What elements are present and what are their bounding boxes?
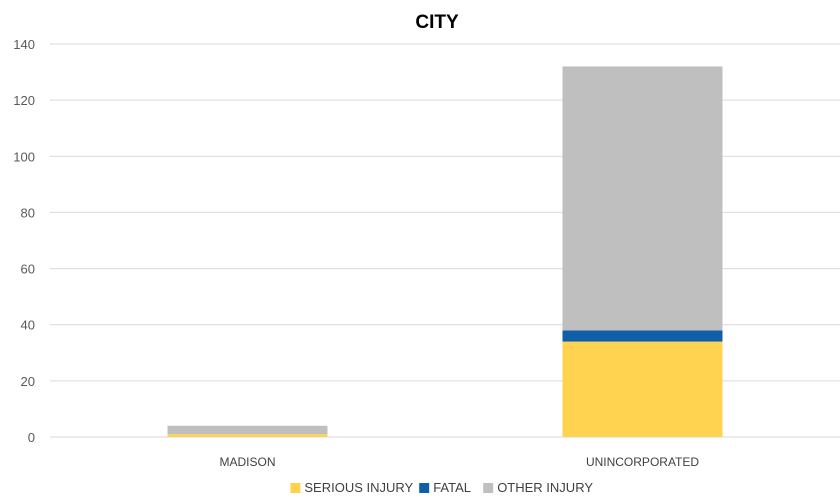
y-tick-label: 60	[21, 262, 35, 277]
bars	[167, 66, 723, 437]
y-tick-label: 0	[28, 430, 35, 445]
legend-label: SERIOUS INJURY	[304, 480, 413, 495]
bar-madison-serious-injury	[167, 434, 328, 437]
legend-swatch	[483, 483, 494, 493]
chart-title: CITY	[415, 12, 459, 33]
bar-unincorporated-fatal	[562, 330, 723, 342]
bar-unincorporated-serious-injury	[562, 341, 723, 437]
y-tick-label: 80	[21, 205, 35, 220]
x-category-label: UNINCORPORATED	[586, 455, 699, 469]
y-tick-label: 20	[21, 374, 35, 389]
bar-unincorporated-other-injury	[562, 66, 723, 331]
legend-label: FATAL	[433, 480, 471, 495]
y-tick-label: 100	[13, 149, 35, 164]
bar-madison-other-injury	[167, 425, 328, 435]
legend-swatch	[419, 483, 430, 493]
x-category-label: MADISON	[219, 455, 275, 469]
x-axis-categories: MADISON UNINCORPORATED	[219, 455, 699, 469]
legend-swatch	[290, 483, 301, 493]
y-tick-label: 40	[21, 318, 35, 333]
y-axis-ticks: 0 20 40 60 80 100 120 140	[13, 37, 35, 445]
y-tick-label: 140	[13, 37, 35, 52]
legend-label: OTHER INJURY	[497, 480, 593, 495]
legend: SERIOUS INJURY FATAL OTHER INJURY	[290, 480, 593, 495]
gridlines	[50, 43, 840, 438]
y-tick-label: 120	[13, 93, 35, 108]
